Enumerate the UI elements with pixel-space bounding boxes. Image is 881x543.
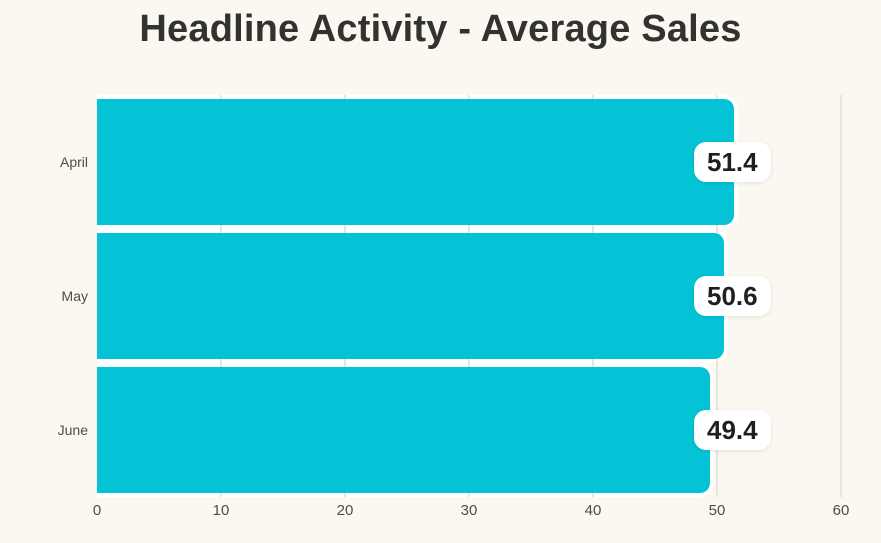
category-label-may: May (61, 288, 88, 304)
category-label-june: June (57, 422, 88, 438)
bar-april (97, 99, 735, 225)
value-label-april: 51.4 (694, 142, 771, 182)
bar-may (97, 233, 725, 359)
x-tick-label-60: 60 (832, 502, 850, 519)
chart-title: Headline Activity - Average Sales (139, 8, 742, 50)
x-tick-label-0: 0 (92, 502, 102, 519)
value-label-may: 50.6 (694, 276, 771, 316)
x-tick-label-40: 40 (584, 502, 602, 519)
bar-june (97, 367, 710, 493)
x-tick-label-30: 30 (460, 502, 478, 519)
gridline-60 (840, 95, 842, 497)
x-tick-label-20: 20 (336, 502, 354, 519)
x-tick-label-50: 50 (708, 502, 726, 519)
category-label-april: April (59, 154, 88, 170)
plot-area: 51.4 50.6 49.4 (97, 95, 842, 497)
x-tick-label-10: 10 (212, 502, 230, 519)
value-label-june: 49.4 (694, 410, 771, 450)
